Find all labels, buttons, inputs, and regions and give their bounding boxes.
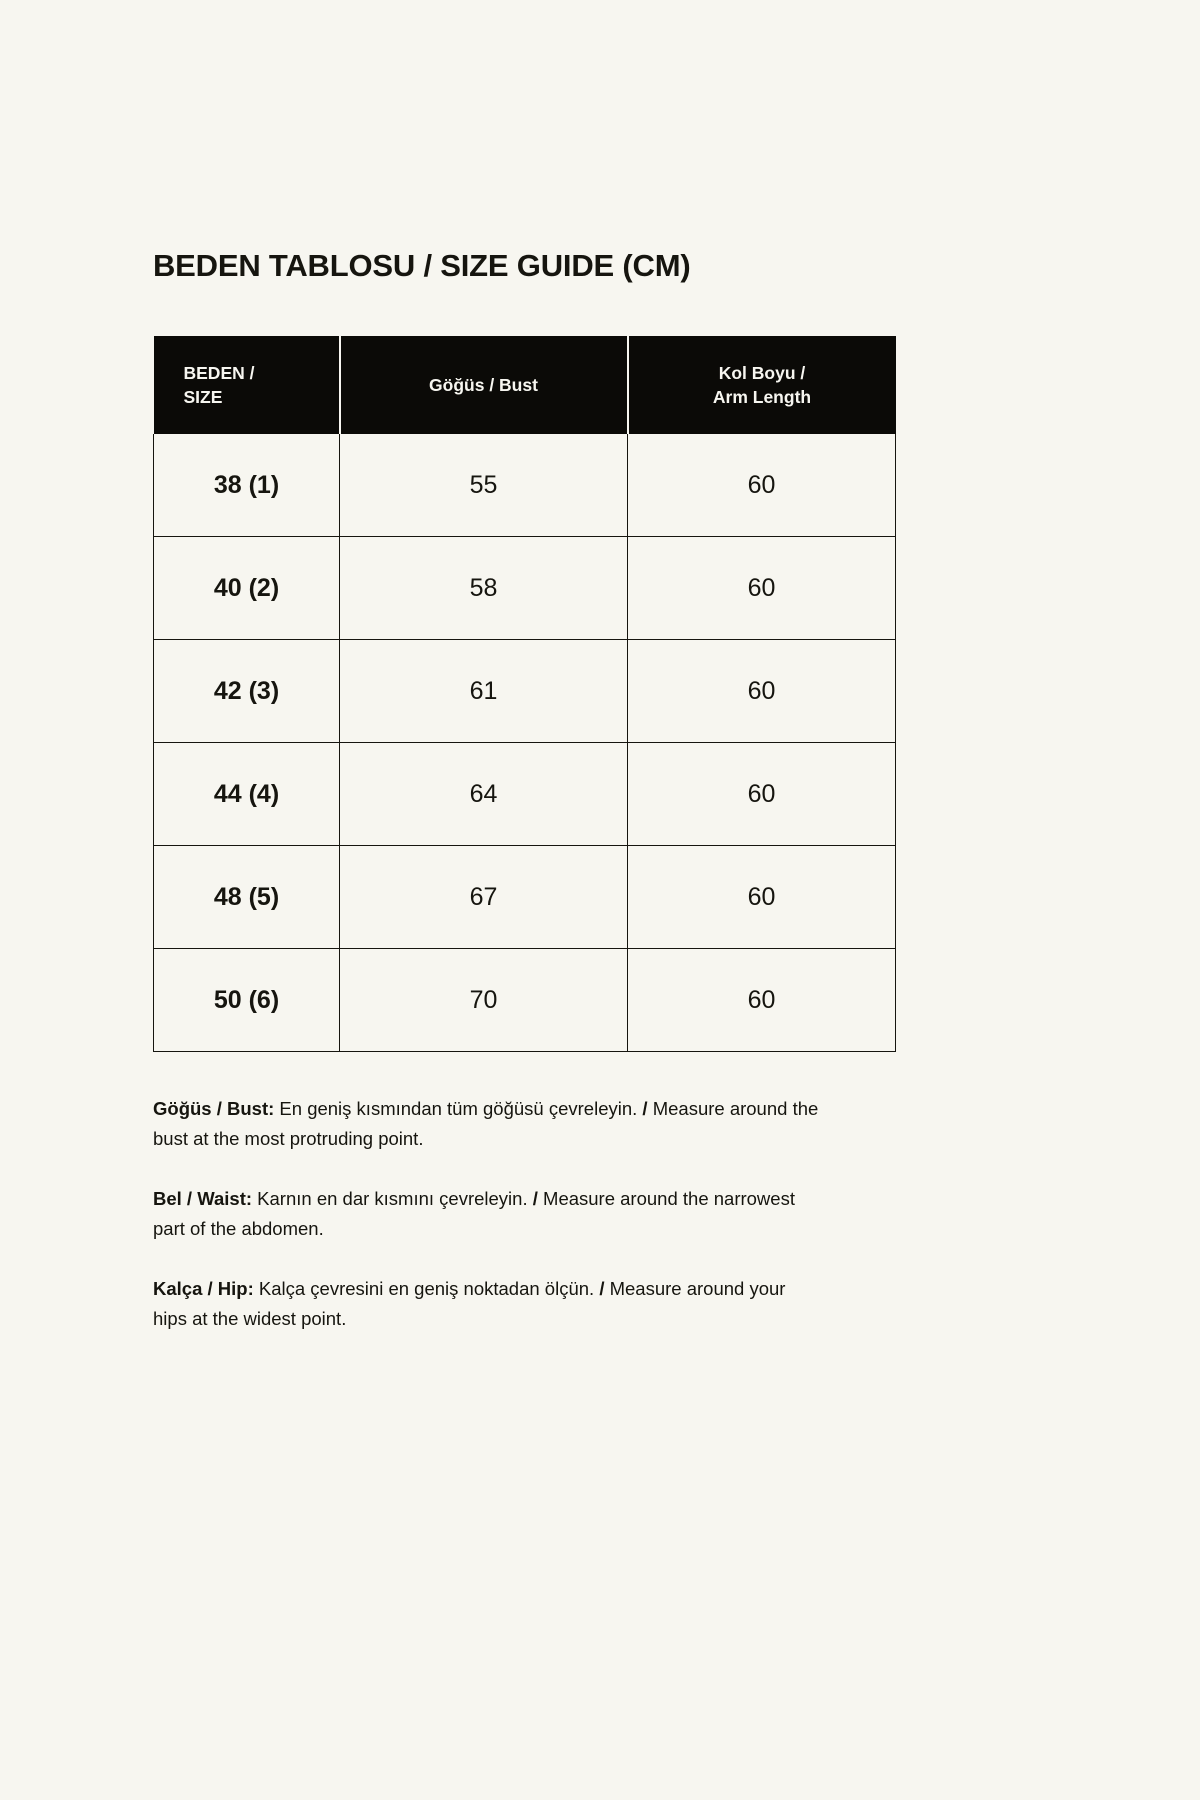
column-header-arm-length: Kol Boyu / Arm Length	[627, 335, 896, 434]
table-row: 38 (1) 55 60	[153, 433, 896, 538]
cell-bust: 64	[339, 742, 628, 847]
cell-bust: 70	[339, 948, 628, 1053]
cell-arm-length: 60	[627, 536, 896, 641]
note-hip-separator: /	[599, 1278, 605, 1300]
note-hip-en: Measure around your hips at the widest p…	[153, 1278, 786, 1329]
column-header-arm-length-line1: Kol Boyu /	[718, 362, 806, 383]
table-row: 42 (3) 61 60	[153, 639, 896, 744]
cell-arm-length: 60	[627, 742, 896, 847]
note-bust: Göğüs / Bust: En geniş kısmından tüm göğ…	[153, 1094, 823, 1154]
column-header-arm-length-line2: Arm Length	[712, 386, 812, 407]
cell-bust: 58	[339, 536, 628, 641]
table-header-row: BEDEN / SIZE Göğüs / Bust Kol Boyu / Arm…	[153, 335, 896, 434]
table-row: 40 (2) 58 60	[153, 536, 896, 641]
table-row: 44 (4) 64 60	[153, 742, 896, 847]
measurement-notes: Göğüs / Bust: En geniş kısmından tüm göğ…	[153, 1094, 823, 1334]
note-waist-en: Measure around the narrowest part of the…	[153, 1188, 795, 1240]
cell-size: 42 (3)	[153, 639, 340, 744]
cell-arm-length: 60	[627, 948, 896, 1053]
size-guide-table: BEDEN / SIZE Göğüs / Bust Kol Boyu / Arm…	[153, 335, 896, 1053]
cell-size: 40 (2)	[153, 536, 340, 641]
note-hip-tr: Kalça çevresini en geniş noktadan ölçün.	[253, 1278, 600, 1300]
note-bust-separator: /	[642, 1098, 648, 1120]
note-waist-label: Bel / Waist:	[153, 1188, 253, 1210]
note-bust-en: Measure around the bust at the most prot…	[153, 1098, 819, 1150]
cell-size: 48 (5)	[153, 845, 340, 950]
page-title: BEDEN TABLOSU / SIZE GUIDE (CM)	[153, 248, 691, 283]
cell-size: 38 (1)	[153, 433, 340, 538]
note-waist-tr: Karnın en dar kısmını çevreleyin.	[252, 1188, 533, 1210]
note-waist-separator: /	[532, 1188, 538, 1210]
table-row: 50 (6) 70 60	[153, 948, 896, 1053]
note-hip: Kalça / Hip: Kalça çevresini en geniş no…	[153, 1274, 823, 1334]
column-header-bust: Göğüs / Bust	[339, 335, 629, 434]
table-row: 48 (5) 67 60	[153, 845, 896, 950]
cell-bust: 67	[339, 845, 628, 950]
column-header-bust-line1: Göğüs / Bust	[429, 374, 538, 395]
column-header-size: BEDEN / SIZE	[153, 335, 341, 434]
cell-size: 50 (6)	[153, 948, 340, 1053]
cell-bust: 61	[339, 639, 628, 744]
note-bust-tr: En geniş kısmından tüm göğüsü çevreleyin…	[274, 1098, 643, 1120]
table-header: BEDEN / SIZE Göğüs / Bust Kol Boyu / Arm…	[153, 335, 896, 434]
cell-size: 44 (4)	[153, 742, 340, 847]
cell-bust: 55	[339, 433, 628, 538]
column-header-size-line2: SIZE	[183, 386, 223, 407]
cell-arm-length: 60	[627, 639, 896, 744]
column-header-size-line1: BEDEN /	[183, 362, 255, 383]
table-body: 38 (1) 55 60 40 (2) 58 60 42 (3) 61 60 4…	[153, 433, 896, 1053]
cell-arm-length: 60	[627, 845, 896, 950]
cell-arm-length: 60	[627, 433, 896, 538]
note-bust-label: Göğüs / Bust:	[153, 1098, 275, 1120]
content-container: BEDEN TABLOSU / SIZE GUIDE (CM) BEDEN / …	[153, 248, 896, 1334]
note-waist: Bel / Waist: Karnın en dar kısmını çevre…	[153, 1184, 823, 1244]
note-hip-label: Kalça / Hip:	[153, 1278, 254, 1300]
